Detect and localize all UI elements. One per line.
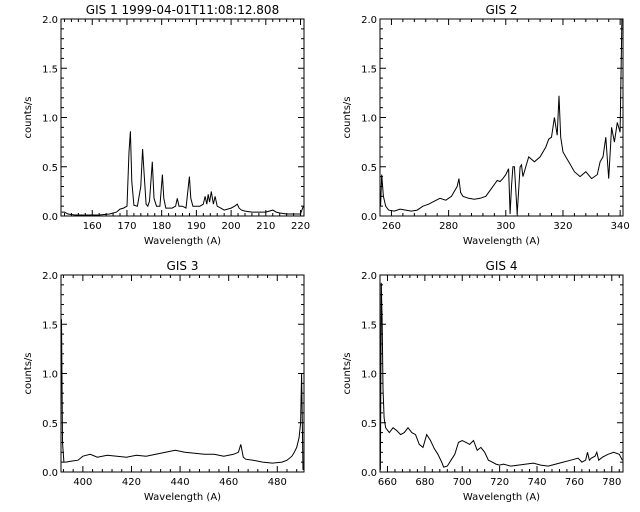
y-tick-label: 2.0: [42, 271, 58, 282]
panel-1: GIS 1 1999-04-01T11:08:12.808 160 170 180 19…: [23, 3, 310, 247]
y-tick-label: 0.5: [361, 419, 377, 430]
x-tick-label: 340: [611, 221, 630, 232]
plot-frame: [379, 274, 624, 473]
x-tick-label: 480: [268, 477, 287, 488]
spectrum-line: [380, 18, 623, 215]
spectrum-line: [61, 319, 304, 471]
x-tick-label: 780: [602, 477, 621, 488]
x-tick-label: 420: [122, 477, 141, 488]
x-tick-label: 160: [83, 221, 102, 232]
x-tick-label: 680: [415, 477, 434, 488]
x-tick-label: 170: [117, 221, 136, 232]
y-axis-label: counts/s: [342, 96, 353, 138]
y-axis-label: counts/s: [23, 352, 34, 394]
x-tick-label: 320: [553, 221, 572, 232]
y-tick-label: 0.0: [42, 468, 58, 479]
x-tick-label: 180: [152, 221, 171, 232]
y-tick-label: 1.0: [361, 114, 377, 125]
y-tick-label: 1.0: [42, 114, 58, 125]
x-tick-label: 720: [490, 477, 509, 488]
plot-frame: [60, 18, 305, 217]
x-tick-label: 700: [453, 477, 472, 488]
x-axis-label: Wavelength (A): [463, 492, 540, 503]
y-tick-label: 0.5: [42, 419, 58, 430]
y-tick-label: 2.0: [361, 15, 377, 26]
x-tick-label: 460: [219, 477, 238, 488]
y-tick-label: 0.0: [361, 212, 377, 223]
x-tick-label: 190: [187, 221, 206, 232]
x-tick-label: 660: [378, 477, 397, 488]
x-tick-label: 760: [565, 477, 584, 488]
panel-4: GIS 4 660 680 700 720 740 760 780 0.0 0.5 1.0 1.5 2.…: [342, 259, 624, 503]
x-tick-label: 740: [527, 477, 546, 488]
y-axis-label: counts/s: [23, 96, 34, 138]
x-tick-label: 220: [291, 221, 310, 232]
x-tick-label: 400: [73, 477, 92, 488]
x-tick-label: 440: [171, 477, 190, 488]
x-axis-label: Wavelength (A): [144, 492, 221, 503]
x-tick-label: 300: [496, 221, 515, 232]
y-tick-label: 1.5: [42, 320, 58, 331]
x-tick-label: 280: [439, 221, 458, 232]
panel-title: GIS 3: [167, 259, 199, 273]
panel-3: GIS 3 400 420 440 460 480 0.0 0.5 1.0 1.5 2.0 Wavel…: [23, 259, 305, 503]
panel-title: GIS 4: [486, 259, 518, 273]
y-tick-label: 1.5: [361, 320, 377, 331]
y-tick-label: 2.0: [361, 271, 377, 282]
y-axis-label: counts/s: [342, 352, 353, 394]
y-tick-label: 0.5: [42, 163, 58, 174]
panel-title: GIS 1 1999-04-01T11:08:12.808: [86, 3, 279, 17]
y-tick-label: 0.0: [42, 212, 58, 223]
x-tick-label: 260: [382, 221, 401, 232]
y-tick-label: 1.5: [361, 64, 377, 75]
plot-frame: [60, 274, 305, 473]
panel-title: GIS 2: [486, 3, 518, 17]
y-tick-label: 0.0: [361, 468, 377, 479]
y-tick-label: 1.0: [42, 370, 58, 381]
x-axis-label: Wavelength (A): [463, 236, 540, 247]
panel-2: GIS 2 260 280 300 320 340 0.0 0.5 1.0 1.5 2.0 Wavel…: [342, 3, 630, 247]
y-tick-label: 1.5: [42, 64, 58, 75]
spectrum-line: [379, 282, 623, 471]
y-tick-label: 2.0: [42, 15, 58, 26]
plot-frame: [379, 18, 624, 217]
y-tick-label: 0.5: [361, 163, 377, 174]
spectrum-line: [61, 131, 304, 216]
y-tick-label: 1.0: [361, 370, 377, 381]
x-tick-label: 210: [256, 221, 275, 232]
x-tick-label: 200: [222, 221, 241, 232]
x-axis-label: Wavelength (A): [144, 236, 221, 247]
